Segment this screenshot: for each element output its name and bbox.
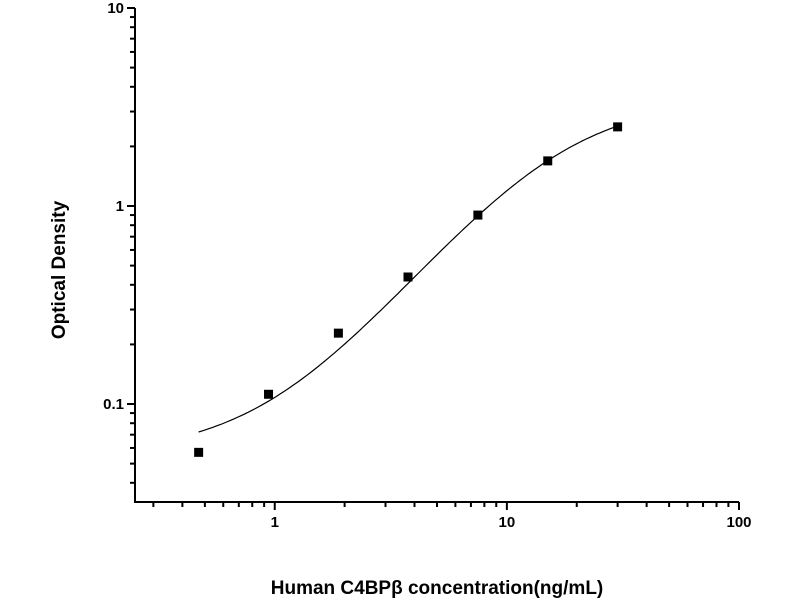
data-point	[264, 389, 274, 399]
y-tick-label: 1	[116, 198, 124, 215]
x-tick-label: 100	[726, 514, 751, 531]
x-tick-label: 1	[271, 514, 279, 531]
axes: 1 10 100 0.1 1 10	[103, 0, 751, 531]
data-point	[613, 122, 623, 132]
data-point	[403, 272, 413, 282]
data-point	[333, 328, 343, 338]
x-tick-label: 10	[499, 514, 516, 531]
data-points	[194, 122, 623, 457]
y-tick-label: 0.1	[103, 396, 124, 413]
data-point	[194, 447, 204, 457]
data-point	[543, 156, 553, 166]
x-axis-title: Human C4BPβ concentration(ng/mL)	[271, 578, 604, 599]
y-tick-label: 10	[107, 0, 124, 17]
y-axis-title: Optical Density	[49, 200, 70, 339]
data-point	[473, 210, 483, 220]
